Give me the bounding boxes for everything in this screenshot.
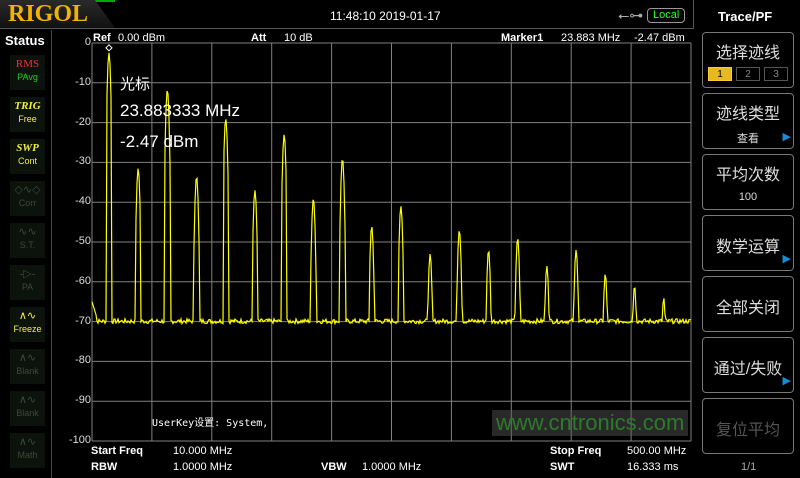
softkey-label: 选择迹线 [715,45,780,62]
softkey-1[interactable]: 选择迹线 1 2 3 [702,32,794,88]
stop-freq-label: Stop Freq [550,445,602,457]
att-label: Att [251,32,267,44]
status-cont[interactable]: SWP Cont [10,139,45,174]
y-tick-label: -90 [75,394,91,407]
local-status-badge[interactable]: Local [647,8,686,23]
y-tick-label: -70 [75,314,91,327]
status-label: PA [21,282,34,292]
y-tick-label: -100 [68,434,91,446]
status-blank[interactable]: ∧∿ Blank [10,349,45,384]
rbw-label: RBW [91,461,118,473]
status-label: Corr [18,198,37,208]
rms-wave-icon: RMS [15,58,40,70]
status-label: Cont [17,156,37,166]
marker-diamond-icon [105,44,113,52]
softkey-label: 复位平均 [715,422,780,439]
marker-freq: 23.883 MHz [561,32,621,44]
status-blank[interactable]: ∧∿ Blank [10,391,45,426]
blank-wave-icon: ∧∿ [18,394,37,406]
status-label: Free [18,114,37,124]
status-pa[interactable]: -▷- PA [10,265,45,300]
corr-icon: ◇∿◇ [14,184,41,196]
submenu-arrow-icon: ▶ [782,253,791,265]
divider [0,28,694,29]
trig-text: TRIG [14,100,41,112]
softkey-2[interactable]: 迹线类型查看 ▶ [702,93,794,149]
swp-text: SWP [16,142,39,154]
userkey-text: UserKey设置: System, [152,418,269,429]
submenu-arrow-icon: ▶ [782,131,791,143]
marker-readout-freq: 23.883333 MHz [120,101,241,120]
blank-wave-icon: ∧∿ [18,352,37,364]
page-indicator: 1/1 [741,461,757,473]
softkey-5[interactable]: 全部关闭 [702,276,794,332]
status-title: Status [5,33,45,48]
softkey-label: 迹线类型 [715,106,780,123]
marker-readout-title: 光标 [120,76,151,93]
status-math[interactable]: ∧∿ Math [10,433,45,468]
status-label: S.T. [19,240,36,250]
ref-label: Ref [93,32,111,44]
start-freq-value[interactable]: 10.000 MHz [173,445,233,457]
softkey-value: 查看 [737,133,759,145]
y-tick-label: -40 [75,195,91,208]
y-tick-label: -50 [75,235,91,247]
softkey-value: 100 [738,191,758,203]
ref-value[interactable]: 0.00 dBm [118,32,166,44]
softkey-label: 通过/失败 [713,361,783,378]
softkey-7[interactable]: 复位平均 [702,398,794,454]
y-tick-label: -30 [75,155,91,168]
status-label: Freeze [13,324,42,334]
status-corr[interactable]: ◇∿◇ Corr [10,181,45,216]
trace-3-button[interactable]: 3 [764,67,788,81]
y-tick-label: -20 [75,115,91,128]
rigol-logo: RIGOL [0,0,115,28]
trace-2-button[interactable]: 2 [736,67,760,81]
spectrum-trace [91,52,692,326]
y-tick-label: 0 [84,36,91,48]
divider [51,30,52,478]
vbw-value[interactable]: 1.0000 MHz [362,461,422,473]
source-track-icon: ∿∿ [18,226,37,238]
marker-readout-amp: -2.47 dBm [120,132,199,151]
y-tick-label: -80 [75,354,91,367]
divider [693,0,694,28]
freeze-wave-icon: ∧∿ [18,310,37,322]
softkey-4[interactable]: 数学运算 ▶ [702,215,794,271]
usb-icon: ⭠⊶ [618,7,644,23]
y-tick-label: -60 [75,274,91,287]
status-st[interactable]: ∿∿ S.T. [10,223,45,258]
softkey-label: 全部关闭 [715,300,780,317]
menu-title: Trace/PF [718,9,773,24]
start-freq-label: Start Freq [91,445,143,457]
watermark: www.cntronics.com [492,410,689,436]
trace-1-button[interactable]: 1 [708,67,732,81]
vbw-label: VBW [321,461,347,473]
marker-label: Marker1 [501,32,544,44]
status-label: Blank [16,408,39,418]
y-tick-label: -10 [75,75,91,88]
swt-value[interactable]: 16.333 ms [627,461,679,473]
status-label: PAvg [17,72,38,82]
softkey-label: 平均次数 [715,167,780,184]
status-freeze[interactable]: ∧∿ Freeze [10,307,45,342]
marker-amp: -2.47 dBm [634,32,685,44]
submenu-arrow-icon: ▶ [782,375,791,387]
status-free[interactable]: TRIG Free [10,97,45,132]
att-value[interactable]: 10 dB [284,32,313,44]
swt-label: SWT [550,461,575,473]
stop-freq-value[interactable]: 500.00 MHz [627,445,687,457]
status-label: Blank [16,366,39,376]
status-pavg[interactable]: RMS PAvg [10,55,45,90]
softkey-6[interactable]: 通过/失败 ▶ [702,337,794,393]
datetime: 11:48:10 2019-01-17 [330,9,441,23]
math-wave-icon: ∧∿ [18,436,37,448]
preamp-icon: -▷- [19,268,36,280]
rbw-value[interactable]: 1.0000 MHz [173,461,233,473]
status-label: Math [17,450,38,460]
softkey-label: 数学运算 [715,239,780,256]
softkey-3[interactable]: 平均次数 100 [702,154,794,210]
